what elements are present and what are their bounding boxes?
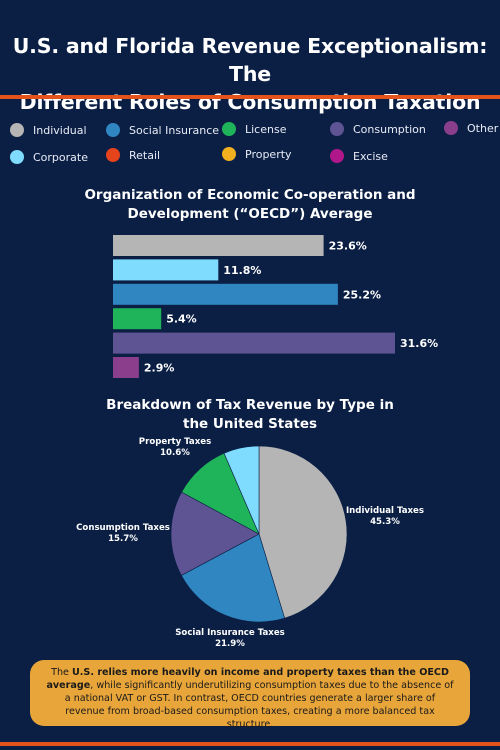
pie-chart-title-line-2: the United States xyxy=(182,416,318,432)
pie-label-value: 15.7% xyxy=(108,534,138,544)
legend-item-individual: Individual xyxy=(10,123,87,137)
bar-value-label: 11.8% xyxy=(223,264,261,277)
legend-swatch xyxy=(106,123,120,137)
legend-label: License xyxy=(245,122,287,136)
pie-slice-individual-taxes xyxy=(258,445,348,619)
pie-label-name: Social Insurance Taxes xyxy=(175,628,285,638)
legend-item-excise: Excise xyxy=(330,149,388,163)
bar-other xyxy=(113,357,139,378)
legend-swatch xyxy=(444,121,458,135)
pie-label-value: 10.6% xyxy=(160,448,190,458)
bar-chart-title-line-2: Development (“OECD”) Average xyxy=(127,206,373,222)
pie-slice-consumption-taxes xyxy=(170,491,260,576)
legend-swatch xyxy=(330,149,344,163)
bar-value-label: 25.2% xyxy=(343,288,381,301)
pie-slice-other xyxy=(223,445,260,535)
page-title-line-1: U.S. and Florida Revenue Exceptionalism:… xyxy=(12,34,488,86)
legend-label: Individual xyxy=(33,123,87,137)
bar-chart-title-line-1: Organization of Economic Co-operation an… xyxy=(84,187,416,203)
summary-note: The U.S. relies more heavily on income a… xyxy=(30,660,470,730)
bar-license xyxy=(113,308,162,330)
bar-individual xyxy=(113,235,324,256)
legend-label: Social Insurance xyxy=(129,123,220,137)
bar-corporate xyxy=(113,259,219,281)
legend-swatch xyxy=(330,122,344,136)
pie-label-value: 21.9% xyxy=(215,639,245,649)
bottom-divider xyxy=(0,742,500,746)
legend-label: Excise xyxy=(353,149,388,163)
bar-consumption xyxy=(113,332,395,354)
pie-label-name: Property Taxes xyxy=(139,437,211,447)
bar-value-label: 31.6% xyxy=(400,337,438,350)
pie-label-value: 45.3% xyxy=(370,517,400,527)
legend-swatch xyxy=(10,123,24,137)
bar-value-label: 23.6% xyxy=(329,240,367,253)
header: U.S. and Florida Revenue Exceptionalism:… xyxy=(0,0,500,114)
bar-value-label: 5.4% xyxy=(166,313,197,326)
legend: Individual Social Insurance License Consump… xyxy=(0,118,500,168)
bar-social-insurance xyxy=(113,283,338,305)
pie-chart-title-line-1: Breakdown of Tax Revenue by Type in xyxy=(106,397,394,413)
top-divider xyxy=(0,95,500,99)
summary-note-prefix: The xyxy=(51,667,72,678)
legend-item-other: Other xyxy=(444,121,498,135)
pie-slice-social-insurance-taxes xyxy=(180,533,285,623)
summary-note-text: , while significantly underutilizing con… xyxy=(64,680,454,730)
page-title: U.S. and Florida Revenue Exceptionalism:… xyxy=(0,32,500,116)
legend-item-retail: Retail xyxy=(106,148,160,162)
page-title-line-2: Different Roles of Consumption Taxation xyxy=(19,90,481,114)
bar-chart: 23.6% 11.8% 25.2% 5.4% 31.6% 2.9% xyxy=(113,235,438,378)
legend-swatch xyxy=(10,150,24,164)
bar-value-label: 2.9% xyxy=(144,362,175,375)
bar-chart-title: Organization of Economic Co-operation an… xyxy=(0,186,500,224)
legend-label: Retail xyxy=(129,148,161,162)
pie-label-name: Individual Taxes xyxy=(346,506,424,516)
legend-item-corporate: Corporate xyxy=(10,150,88,164)
summary-note-emphasis: U.S. relies more heavily on income and p… xyxy=(46,667,449,691)
legend-swatch xyxy=(222,122,236,136)
legend-label: Property xyxy=(245,147,292,161)
legend-item-property: Property xyxy=(222,147,292,161)
legend-swatch xyxy=(106,148,120,162)
pie-chart-title: Breakdown of Tax Revenue by Type in the … xyxy=(0,396,500,434)
legend-label: Corporate xyxy=(33,150,88,164)
legend-label: Consumption xyxy=(353,122,426,136)
legend-label: Other xyxy=(467,121,499,135)
legend-item-consumption: Consumption xyxy=(330,122,426,136)
legend-swatch xyxy=(222,147,236,161)
legend-item-social-insurance: Social Insurance xyxy=(106,123,219,137)
legend-item-license: License xyxy=(222,122,286,136)
pie-label-name: Consumption Taxes xyxy=(76,523,170,533)
